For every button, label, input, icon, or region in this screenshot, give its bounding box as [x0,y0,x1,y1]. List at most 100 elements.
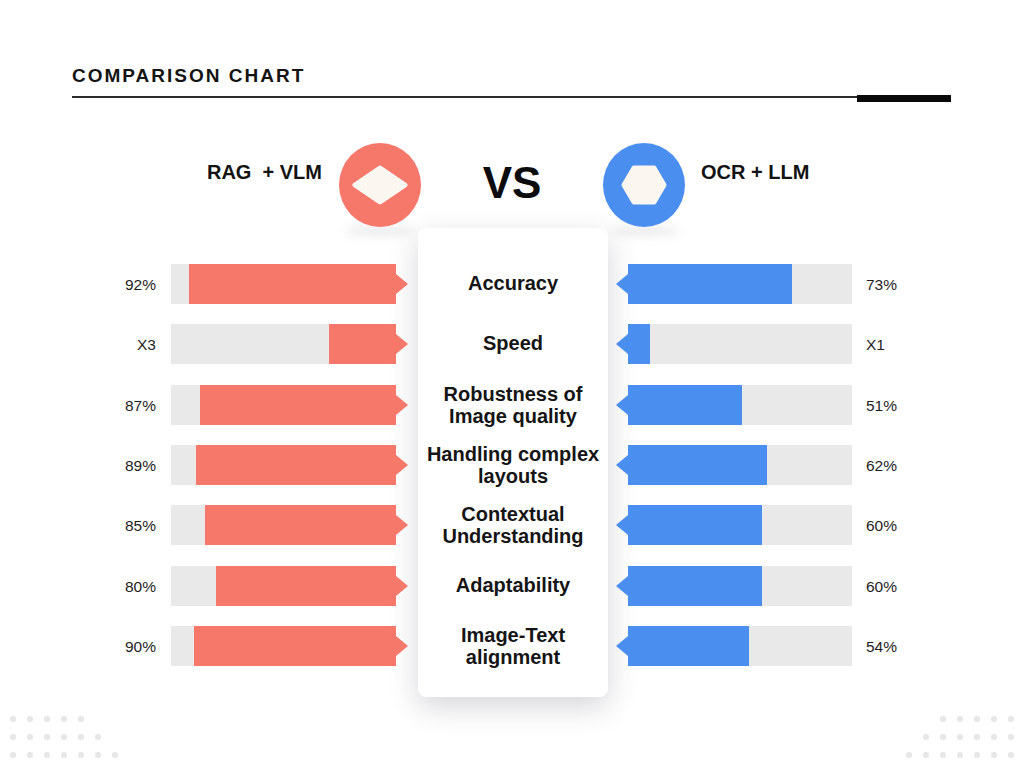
corner-dot [957,752,963,758]
right-bar-track [628,445,852,485]
left-bar-track [171,566,396,606]
corner-dot [940,752,946,758]
right-bar-fill [628,505,762,545]
left-bar-arrow-icon [396,334,408,354]
right-bar-fill [628,324,650,364]
right-value: 54% [866,638,976,655]
right-series-label: OCR + LLM [701,161,809,184]
corner-dot [95,752,101,758]
left-value: 92% [46,276,156,293]
corner-dot [61,734,67,740]
corner-dot [61,752,67,758]
right-value: X1 [866,336,976,353]
corner-dot [957,716,963,722]
category-label: Contextual Understanding [423,504,603,547]
corner-dot [974,734,980,740]
left-bar-fill [216,566,396,606]
right-value: 60% [866,517,976,534]
title-underline [72,96,950,98]
right-bar-fill [628,264,792,304]
corner-dot [974,752,980,758]
right-bar-track [628,264,852,304]
corner-dot [44,716,50,722]
left-bar-fill [200,385,396,425]
right-bar-track [628,324,852,364]
left-bar-arrow-icon [396,576,408,596]
left-bar-fill [189,264,396,304]
corner-dot [27,734,33,740]
corner-dot [112,752,118,758]
left-bar-track [171,505,396,545]
right-bar-arrow-icon [616,274,628,294]
left-bar-fill [205,505,396,545]
hexagon-icon [621,165,667,205]
category-label: Image-Text alignment [423,625,603,668]
right-bar-arrow-icon [616,455,628,475]
left-series-badge [339,143,421,227]
category-label: Robustness of Image quality [423,384,603,427]
corner-dot [923,734,929,740]
left-bar-track [171,324,396,364]
right-bar-track [628,385,852,425]
corner-dot [44,734,50,740]
left-value: 87% [46,397,156,414]
left-bar-arrow-icon [396,274,408,294]
corner-dot [940,734,946,740]
right-bar-track [628,505,852,545]
left-bar-arrow-icon [396,515,408,535]
corner-dot [78,734,84,740]
diamond-icon [352,165,408,205]
right-bar-track [628,566,852,606]
left-value: 90% [46,638,156,655]
left-bar-track [171,264,396,304]
left-series-label: RAG + VLM [207,161,322,184]
right-bar-track [628,626,852,666]
corner-dot [974,716,980,722]
corner-dot [44,752,50,758]
corner-dot [10,716,16,722]
category-label: Adaptability [423,575,603,597]
right-value: 73% [866,276,976,293]
left-bar-arrow-icon [396,636,408,656]
corner-dot [991,716,997,722]
corner-dot [95,734,101,740]
corner-dot [1008,734,1014,740]
left-bar-track [171,445,396,485]
corner-dot [10,752,16,758]
left-value: X3 [46,336,156,353]
left-value: 85% [46,517,156,534]
right-bar-arrow-icon [616,576,628,596]
corner-dot [1008,752,1014,758]
left-bar-arrow-icon [396,395,408,415]
corner-dot [10,734,16,740]
right-bar-fill [628,385,742,425]
right-bar-arrow-icon [616,395,628,415]
right-bar-arrow-icon [616,636,628,656]
category-label: Accuracy [423,273,603,295]
corner-dot [906,752,912,758]
right-badge-shadow [610,226,680,236]
category-label: Speed [423,333,603,355]
left-bar-arrow-icon [396,455,408,475]
vs-label: VS [462,158,562,208]
left-value: 89% [46,457,156,474]
right-bar-fill [628,626,749,666]
corner-dot [991,734,997,740]
right-value: 62% [866,457,976,474]
page-title: COMPARISON CHART [72,65,305,87]
corner-dot [27,752,33,758]
left-bar-fill [194,626,397,666]
right-value: 60% [866,578,976,595]
right-bar-arrow-icon [616,334,628,354]
corner-dot [78,716,84,722]
category-label: Handling complex layouts [423,444,603,487]
corner-dot [78,752,84,758]
corner-dot [1008,716,1014,722]
right-bar-fill [628,445,767,485]
left-value: 80% [46,578,156,595]
left-bar-fill [196,445,396,485]
corner-dot [991,752,997,758]
corner-dot [957,734,963,740]
corner-dot [27,716,33,722]
right-value: 51% [866,397,976,414]
